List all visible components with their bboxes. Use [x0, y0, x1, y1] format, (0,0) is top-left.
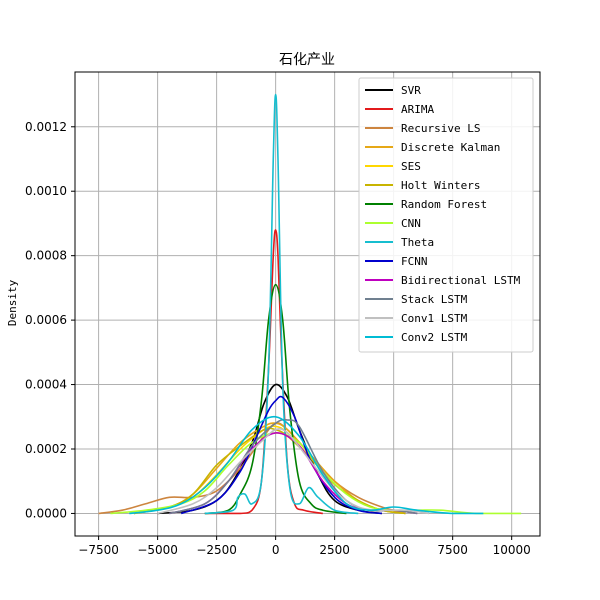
y-axis-ticks: 0.0000 0.0002 0.0004 0.0006 0.0008 0.0010 0.00… [25, 120, 75, 520]
y-tick-label: 0.0004 [25, 378, 67, 392]
x-tick-label: −7500 [78, 543, 119, 557]
legend-label: FCNN [401, 255, 428, 268]
y-tick-label: 0.0006 [25, 313, 67, 327]
legend-label: Random Forest [401, 198, 487, 211]
legend-label: Recursive LS [401, 122, 480, 135]
legend-label: SVR [401, 84, 421, 97]
axes-frame [74, 71, 541, 537]
x-tick-label: 7500 [437, 543, 468, 557]
series-line-8 [204, 93, 359, 515]
legend-label: Holt Winters [401, 179, 480, 192]
y-tick-label: 0.0012 [25, 120, 67, 134]
series-line-9 [180, 395, 382, 515]
x-tick-label: 2500 [319, 543, 350, 557]
y-tick-label: 0.0010 [25, 184, 67, 198]
legend-label: ARIMA [401, 103, 434, 116]
legend-label: Discrete Kalman [401, 141, 500, 154]
legend-label: Conv2 LSTM [401, 331, 468, 344]
legend-box [358, 77, 534, 353]
legend-label: Conv1 LSTM [401, 312, 468, 325]
legend-label: CNN [401, 217, 421, 230]
series-line-12 [157, 427, 430, 515]
y-axis-label: Density [6, 279, 19, 326]
series-line-13 [129, 415, 484, 515]
y-tick-label: 0.0002 [25, 442, 67, 456]
x-tick-label: −2500 [196, 543, 237, 557]
legend: SVR ARIMA Recursive LS Discrete Kalman SES Ho… [358, 77, 534, 353]
x-tick-label: 0 [272, 543, 280, 557]
legend-label: Theta [401, 236, 434, 249]
y-tick-label: 0.0000 [25, 506, 67, 520]
chart-title: 石化产业 [279, 52, 335, 68]
y-tick-label: 0.0008 [25, 249, 67, 263]
x-tick-label: 10000 [493, 543, 531, 557]
legend-label: Stack LSTM [401, 293, 468, 306]
legend-label: Bidirectional LSTM [401, 274, 521, 287]
legend-label: SES [401, 160, 421, 173]
x-axis-ticks: −7500 −5000 −2500 0 2500 5000 7500 10000 [78, 536, 531, 557]
x-tick-label: 5000 [378, 543, 409, 557]
series-lines [98, 93, 522, 515]
x-tick-label: −5000 [137, 543, 178, 557]
